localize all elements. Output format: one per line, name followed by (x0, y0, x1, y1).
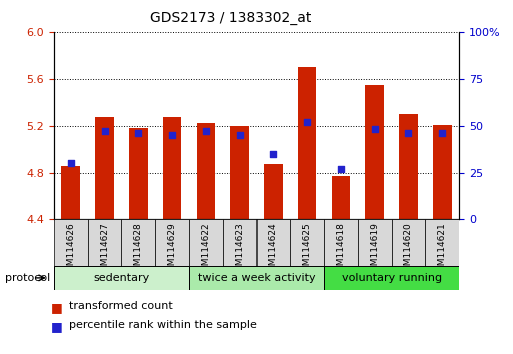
Bar (433, 125, 451, 219)
Text: percentile rank within the sample: percentile rank within the sample (69, 320, 257, 330)
Bar (95, 118, 114, 219)
Bar (290, 219, 324, 274)
Bar (129, 128, 148, 219)
Point (370, 127, 379, 132)
Point (134, 130, 143, 136)
Text: GSM114625: GSM114625 (303, 222, 312, 277)
Bar (122, 219, 155, 274)
Bar (391, 219, 425, 274)
Bar (223, 219, 256, 274)
Bar (155, 219, 189, 274)
Bar (399, 114, 418, 219)
Text: GSM114620: GSM114620 (404, 222, 413, 277)
Text: ■: ■ (51, 320, 63, 333)
Bar (189, 219, 223, 274)
Text: GSM114621: GSM114621 (438, 222, 447, 277)
Point (337, 166, 345, 172)
Point (303, 119, 311, 125)
Bar (365, 85, 384, 219)
Point (67, 160, 75, 166)
Bar (88, 219, 122, 274)
Bar (54, 219, 88, 274)
Bar (54, 266, 189, 290)
Point (404, 130, 412, 136)
Point (438, 130, 446, 136)
Text: protocol: protocol (5, 273, 50, 283)
Text: ■: ■ (51, 301, 63, 314)
Text: twice a week activity: twice a week activity (198, 273, 315, 283)
Bar (425, 219, 459, 274)
Text: sedentary: sedentary (93, 273, 149, 283)
Text: GSM114623: GSM114623 (235, 222, 244, 277)
Text: voluntary running: voluntary running (342, 273, 442, 283)
Bar (256, 219, 290, 274)
Text: GSM114628: GSM114628 (134, 222, 143, 277)
Bar (298, 67, 317, 219)
Text: transformed count: transformed count (69, 301, 173, 311)
Bar (196, 123, 215, 219)
Bar (324, 266, 459, 290)
Bar (62, 166, 80, 219)
Text: GDS2173 / 1383302_at: GDS2173 / 1383302_at (150, 11, 311, 25)
Point (235, 132, 244, 138)
Bar (264, 164, 283, 219)
Bar (230, 126, 249, 219)
Point (202, 129, 210, 134)
Text: GSM114629: GSM114629 (168, 222, 176, 277)
Point (269, 151, 278, 157)
Text: GSM114618: GSM114618 (337, 222, 345, 277)
Text: GSM114627: GSM114627 (100, 222, 109, 277)
Bar (189, 266, 324, 290)
Bar (358, 219, 391, 274)
Text: GSM114624: GSM114624 (269, 222, 278, 277)
Text: GSM114626: GSM114626 (66, 222, 75, 277)
Bar (163, 118, 182, 219)
Text: GSM114622: GSM114622 (201, 222, 210, 277)
Bar (331, 176, 350, 219)
Point (168, 132, 176, 138)
Point (101, 129, 109, 134)
Bar (324, 219, 358, 274)
Text: GSM114619: GSM114619 (370, 222, 379, 277)
